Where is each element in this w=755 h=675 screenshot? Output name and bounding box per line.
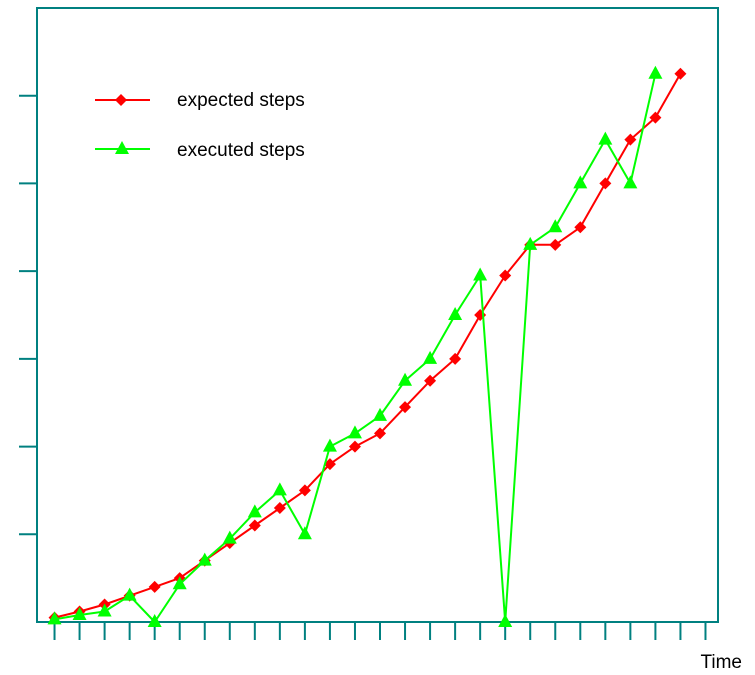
data-point bbox=[598, 131, 613, 145]
plot-frame bbox=[36, 7, 719, 623]
data-point bbox=[423, 350, 438, 364]
series-expected-steps bbox=[48, 67, 687, 624]
data-point bbox=[523, 236, 538, 250]
legend-marker-expected bbox=[115, 94, 127, 106]
data-point bbox=[347, 425, 362, 439]
legend-marker-executed bbox=[115, 141, 129, 154]
data-point bbox=[499, 269, 512, 282]
data-point bbox=[248, 519, 261, 532]
data-point bbox=[674, 67, 687, 80]
data-point bbox=[399, 401, 412, 414]
data-point bbox=[148, 580, 161, 593]
legend-label-expected: expected steps bbox=[177, 90, 305, 111]
data-point bbox=[298, 484, 311, 497]
data-point bbox=[473, 267, 488, 281]
data-point bbox=[297, 526, 312, 540]
x-axis-label: Time bbox=[700, 652, 742, 673]
data-point bbox=[448, 307, 463, 320]
series-line bbox=[54, 73, 682, 619]
data-point bbox=[648, 65, 663, 79]
data-point bbox=[398, 372, 413, 386]
data-point bbox=[97, 603, 112, 617]
data-point bbox=[574, 221, 587, 234]
data-point bbox=[272, 482, 287, 496]
data-point bbox=[373, 407, 388, 421]
data-point bbox=[624, 133, 637, 146]
data-point bbox=[548, 219, 563, 233]
data-point bbox=[222, 530, 237, 544]
data-point bbox=[72, 606, 87, 620]
legend-label-executed: executed steps bbox=[177, 140, 305, 161]
data-point bbox=[172, 576, 187, 590]
data-point bbox=[348, 440, 361, 453]
y-axis-ticks bbox=[19, 94, 37, 536]
data-point bbox=[247, 504, 262, 518]
x-axis-ticks bbox=[53, 622, 707, 640]
data-point bbox=[623, 175, 638, 189]
data-point bbox=[322, 438, 337, 452]
data-point bbox=[147, 614, 162, 627]
data-point bbox=[197, 552, 212, 566]
data-point bbox=[122, 587, 137, 601]
series-layer bbox=[47, 65, 687, 627]
series-line bbox=[54, 73, 657, 623]
data-point bbox=[424, 374, 437, 387]
data-point bbox=[549, 238, 562, 251]
data-point bbox=[599, 177, 612, 190]
legend: expected steps executed steps bbox=[95, 90, 305, 161]
data-point bbox=[449, 352, 462, 365]
data-point bbox=[374, 427, 387, 440]
data-point bbox=[323, 458, 336, 471]
data-point bbox=[47, 611, 62, 625]
data-point bbox=[573, 175, 588, 189]
data-point bbox=[649, 111, 662, 124]
series-executed-steps bbox=[47, 65, 663, 627]
data-point bbox=[273, 501, 286, 514]
data-point bbox=[498, 614, 513, 627]
